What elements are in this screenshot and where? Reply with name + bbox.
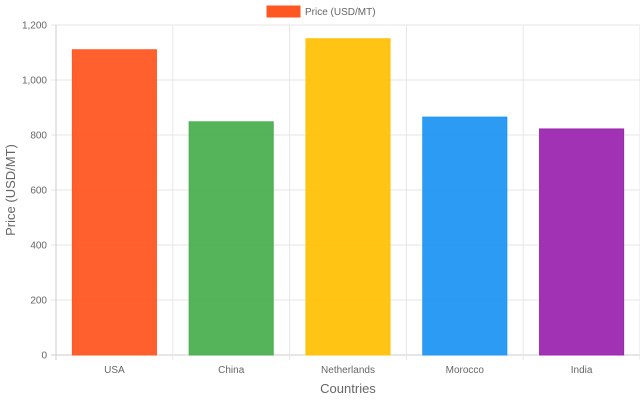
bar-netherlands[interactable] — [305, 38, 391, 356]
y-tick-label: 800 — [30, 131, 47, 142]
y-axis-ticks: 0 200 400 600 800 1,000 1,200 — [22, 21, 47, 362]
x-tick-label: Morocco — [446, 365, 485, 376]
x-axis-title: Countries — [320, 381, 376, 396]
legend[interactable]: Price (USD/MT) — [266, 5, 376, 18]
x-tick-label: India — [571, 365, 593, 376]
y-tick-label: 600 — [30, 186, 47, 197]
y-tick-label: 1,000 — [22, 76, 47, 87]
x-axis-ticks: USA China Netherlands Morocco India — [104, 365, 593, 376]
x-tick-label: Netherlands — [321, 365, 375, 376]
bars — [71, 38, 625, 356]
bar-morocco[interactable] — [422, 116, 508, 356]
y-tick-label: 400 — [30, 241, 47, 252]
y-tick-label: 200 — [30, 296, 47, 307]
bar-usa[interactable] — [71, 49, 157, 356]
y-tick-label: 0 — [41, 351, 47, 362]
legend-swatch[interactable] — [266, 5, 301, 18]
y-tick-label: 1,200 — [22, 21, 47, 32]
legend-label[interactable]: Price (USD/MT) — [305, 7, 376, 18]
x-tick-label: China — [218, 365, 245, 376]
y-axis-title: Price (USD/MT) — [3, 144, 18, 236]
x-tick-label: USA — [104, 365, 125, 376]
bar-china[interactable] — [188, 121, 274, 356]
bar-india[interactable] — [539, 128, 625, 356]
